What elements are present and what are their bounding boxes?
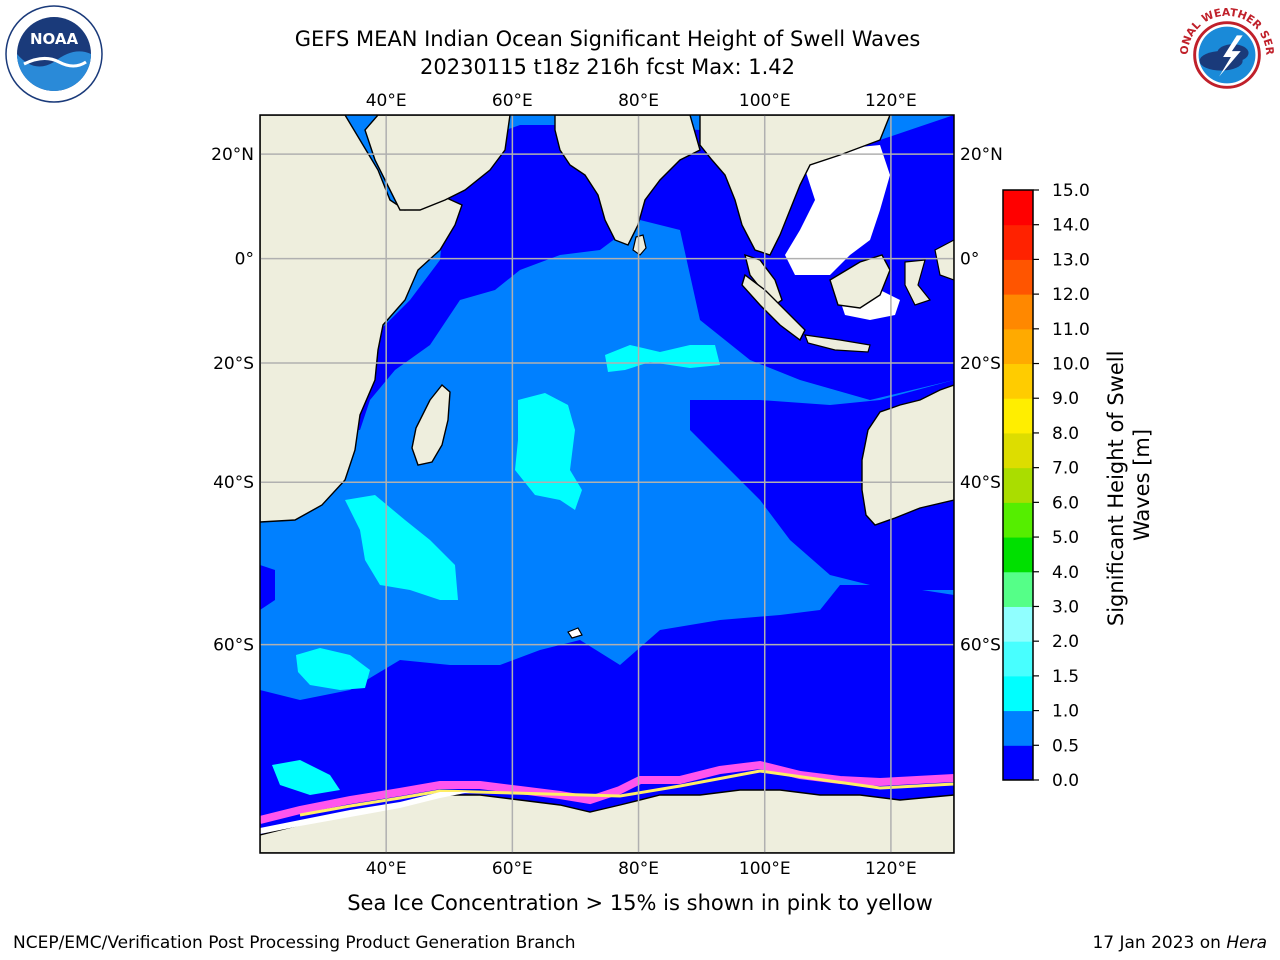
lon-tick-bottom: 60°E bbox=[492, 859, 533, 879]
colorbar-segment bbox=[1003, 502, 1033, 538]
colorbar-tick-label: 2.0 bbox=[1052, 632, 1079, 652]
colorbar-segment bbox=[1003, 537, 1033, 573]
colorbar-tick-label: 7.0 bbox=[1052, 459, 1079, 479]
lat-tick-right: 40°S bbox=[960, 473, 1001, 493]
colorbar-segment bbox=[1003, 294, 1033, 330]
lon-tick-top: 60°E bbox=[492, 91, 533, 111]
land-borneo bbox=[829, 254, 891, 309]
land-sulawesi bbox=[904, 259, 932, 306]
colorbar-segment bbox=[1003, 571, 1033, 607]
colorbar-segment bbox=[1003, 363, 1033, 399]
lon-tick-top: 80°E bbox=[618, 91, 659, 111]
lat-tick-left: 20°N bbox=[211, 145, 254, 165]
colorbar-segment bbox=[1003, 190, 1033, 226]
colorbar-tick-label: 14.0 bbox=[1052, 216, 1090, 236]
chart-subtitle: 20230115 t18z 216h fcst Max: 1.42 bbox=[420, 55, 795, 79]
colorbar-tick-label: 9.0 bbox=[1052, 389, 1079, 409]
ocean-swell-0-0.5-southwest bbox=[260, 565, 275, 610]
colorbar-segment bbox=[1003, 467, 1033, 503]
chart-title: GEFS MEAN Indian Ocean Significant Heigh… bbox=[294, 27, 921, 51]
colorbar-tick-label: 15.0 bbox=[1052, 181, 1090, 201]
noaa-logo: NOAA bbox=[5, 5, 103, 103]
colorbar-tick-label: 11.0 bbox=[1052, 320, 1090, 340]
colorbar-tick-label: 1.5 bbox=[1052, 667, 1079, 687]
lat-tick-right: 0° bbox=[960, 250, 979, 270]
ocean-swell-1.0-1.5-patch-2 bbox=[345, 495, 458, 600]
land-new-guinea bbox=[934, 239, 954, 281]
lon-tick-top: 40°E bbox=[366, 91, 407, 111]
ocean-swell-0-0.5-north bbox=[350, 115, 954, 430]
colorbar-label: Significant Height of Swell Waves [m] bbox=[1104, 344, 1154, 626]
colorbar-tick-label: 5.0 bbox=[1052, 528, 1079, 548]
land-australia bbox=[861, 384, 954, 526]
lat-tick-left: 0° bbox=[235, 250, 254, 270]
colorbar-segment bbox=[1003, 675, 1033, 712]
lon-tick-bottom: 100°E bbox=[739, 859, 791, 879]
colorbar-tick-label: 12.0 bbox=[1052, 285, 1090, 305]
colorbar-segment bbox=[1003, 606, 1033, 642]
land-malay-peninsula bbox=[744, 253, 783, 306]
ocean-swell-1.0-1.5-patch-3 bbox=[605, 345, 720, 372]
ocean-swell-1.0-1.5-patch-4 bbox=[296, 648, 370, 690]
colorbar: 0.0 0.5 1.0 1.5 2.0 3.0 4.0 5.0 6.0 7.0 8.0 9.0 10.0… bbox=[1002, 181, 1090, 791]
colorbar-tick-label: 6.0 bbox=[1052, 493, 1079, 513]
lon-tick-bottom: 40°E bbox=[366, 859, 407, 879]
land-india bbox=[554, 115, 701, 246]
land-sri-lanka bbox=[632, 234, 647, 256]
footer-branch: NCEP/EMC/Verification Post Processing Pr… bbox=[13, 933, 576, 953]
map-gridlines bbox=[260, 115, 954, 853]
land-southeast-asia bbox=[699, 115, 891, 256]
colorbar-frame bbox=[1002, 189, 1034, 781]
nws-logo: NATIONAL WEATHER SERVICE bbox=[1178, 6, 1276, 103]
colorbar-segment bbox=[1003, 641, 1033, 677]
no-data-south-china-sea bbox=[785, 145, 890, 275]
colorbar-tick-label: 3.0 bbox=[1052, 597, 1079, 617]
colorbar-tick-label: 4.0 bbox=[1052, 563, 1079, 583]
map-frame bbox=[259, 114, 955, 854]
ocean-swell-1.0-1.5-patch-5 bbox=[272, 760, 340, 795]
colorbar-tick-label: 1.0 bbox=[1052, 702, 1079, 722]
ocean-swell-1.0-1.5-patch-1 bbox=[515, 393, 582, 510]
land-kerguelen bbox=[567, 627, 583, 639]
colorbar-tick-label: 10.0 bbox=[1052, 355, 1090, 375]
lon-tick-bottom: 80°E bbox=[618, 859, 659, 879]
lat-tick-left: 60°S bbox=[213, 636, 254, 656]
colorbar-segment bbox=[1003, 328, 1033, 365]
sea-ice-yellow bbox=[299, 769, 954, 817]
land-madagascar bbox=[411, 383, 451, 466]
map-plot-area bbox=[260, 115, 954, 853]
colorbar-segment bbox=[1003, 398, 1033, 434]
colorbar-segment bbox=[1003, 710, 1033, 746]
land-arabia bbox=[364, 115, 511, 211]
footer-date: 17 Jan 2023 on Hera bbox=[1092, 933, 1267, 953]
lat-tick-right: 20°S bbox=[960, 354, 1001, 374]
sea-ice-caption: Sea Ice Concentration > 15% is shown in … bbox=[347, 891, 933, 915]
colorbar-segment bbox=[1003, 259, 1033, 295]
lon-tick-bottom: 120°E bbox=[865, 859, 917, 879]
footer-date-text: 17 Jan 2023 on bbox=[1092, 933, 1221, 953]
lat-tick-left: 20°S bbox=[213, 354, 254, 374]
no-data-ice-shelf bbox=[260, 792, 470, 834]
land-sumatra bbox=[741, 273, 806, 342]
map-tick-labels: 40°E 40°E 60°E 60°E 80°E 80°E 100°E 100°E 120°E 1… bbox=[211, 91, 1003, 879]
land-africa bbox=[260, 115, 463, 523]
colorbar-segment bbox=[1003, 745, 1033, 781]
lat-tick-right: 20°N bbox=[960, 145, 1003, 165]
lat-tick-right: 60°S bbox=[960, 636, 1001, 656]
lon-tick-top: 100°E bbox=[739, 91, 791, 111]
land-java bbox=[804, 334, 871, 353]
noaa-logo-text: NOAA bbox=[30, 30, 79, 48]
lon-tick-top: 120°E bbox=[865, 91, 917, 111]
colorbar-tick-label: 0.5 bbox=[1052, 736, 1079, 756]
colorbar-tick-label: 13.0 bbox=[1052, 250, 1090, 270]
colorbar-segment bbox=[1003, 224, 1033, 260]
footer-host: Hera bbox=[1226, 933, 1267, 953]
colorbar-tick-label: 8.0 bbox=[1052, 424, 1079, 444]
colorbar-tick-label: 0.0 bbox=[1052, 771, 1079, 791]
lat-tick-left: 40°S bbox=[213, 473, 254, 493]
colorbar-segment bbox=[1003, 432, 1033, 469]
